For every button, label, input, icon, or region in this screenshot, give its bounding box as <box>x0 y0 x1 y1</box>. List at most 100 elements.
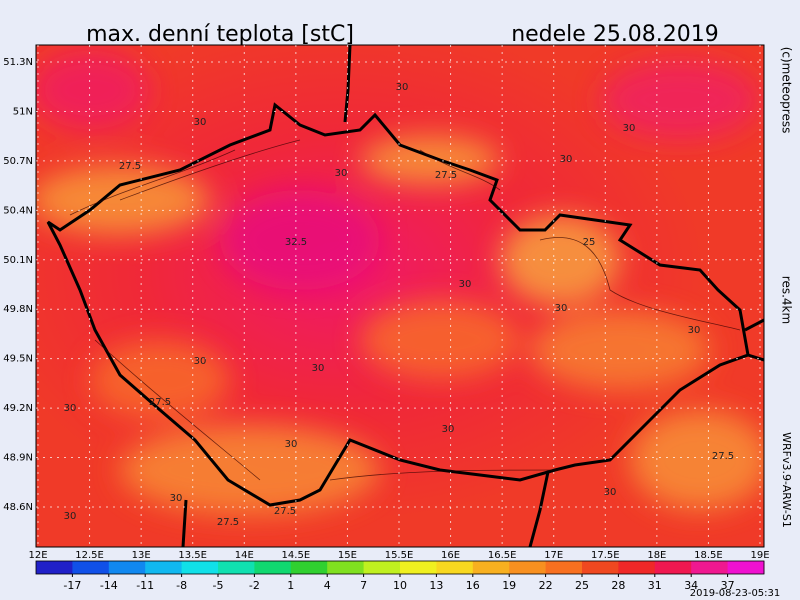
colorbar-swatch <box>654 561 692 574</box>
contour-label: 30 <box>604 487 617 498</box>
resolution: res.4km <box>780 276 794 324</box>
issued-time: 2019-08-23-05:31 <box>690 588 781 599</box>
contour-label: 30 <box>194 356 207 367</box>
contour-label: 27.5 <box>149 397 171 408</box>
contour-label: 30 <box>285 439 298 450</box>
colorbar-label: -8 <box>176 579 187 592</box>
colorbar-label: -2 <box>249 579 260 592</box>
colorbar-label: 13 <box>429 579 443 592</box>
lat-label: 49.2N <box>3 403 33 414</box>
contour-label: 30 <box>170 493 183 504</box>
colorbar-label: 7 <box>360 579 367 592</box>
contour-label: 30 <box>442 424 455 435</box>
contour-label: 30 <box>64 403 77 414</box>
lat-label: 48.6N <box>3 502 33 513</box>
contour-label: 30 <box>194 117 207 128</box>
colorbar-label: 16 <box>466 579 480 592</box>
copyright: (c)meteopress <box>780 47 794 134</box>
contour-label: 30 <box>459 279 472 290</box>
colorbar-swatch <box>363 561 401 574</box>
lon-label: 17E <box>544 550 563 561</box>
colorbar-swatch <box>472 561 510 574</box>
colorbar-swatch <box>400 561 437 574</box>
lat-label: 51N <box>13 106 33 117</box>
colorbar-swatch <box>108 561 146 574</box>
lon-label: 16E <box>441 550 460 561</box>
lon-label: 12.5E <box>75 550 104 561</box>
colorbar-swatch <box>181 561 219 574</box>
contour-label: 32.5 <box>285 237 307 248</box>
lat-label: 51.3N <box>3 57 33 68</box>
neighbor-border <box>181 45 764 547</box>
colorbar-swatch <box>72 561 110 574</box>
lon-label: 14E <box>235 550 254 561</box>
colorbar-label: -5 <box>213 579 224 592</box>
country-border <box>46 102 750 507</box>
colorbar-label: 19 <box>502 579 516 592</box>
contour-label: 30 <box>312 363 325 374</box>
colorbar-label: -17 <box>63 579 81 592</box>
contour-label: 30 <box>560 154 573 165</box>
colorbar-swatch <box>36 561 73 574</box>
contour-label: 30 <box>688 325 701 336</box>
contour-label: 27.5 <box>274 506 296 517</box>
lat-label: 49.5N <box>3 354 33 365</box>
lon-label: 13.5E <box>178 550 207 561</box>
contour-label: 27.5 <box>712 451 734 462</box>
lon-label: 13E <box>132 550 151 561</box>
lon-label: 15.5E <box>385 550 414 561</box>
colorbar-label: 1 <box>287 579 294 592</box>
colorbar-swatch <box>545 561 583 574</box>
contour-label: 27.5 <box>435 170 457 181</box>
contour-label: 30 <box>555 303 568 314</box>
lat-label: 50.7N <box>3 156 33 167</box>
contour-label: 27.5 <box>119 161 141 172</box>
colorbar-swatch <box>582 561 619 574</box>
colorbar-label: -11 <box>136 579 154 592</box>
colorbar-swatch <box>436 561 474 574</box>
lon-label: 15E <box>338 550 357 561</box>
colorbar-swatch <box>509 561 547 574</box>
lat-label: 48.9N <box>3 453 33 464</box>
colorbar-label: 37 <box>721 579 735 592</box>
contour-label: 27.5 <box>217 517 239 528</box>
contour-label: 30 <box>396 82 409 93</box>
lon-label: 19E <box>750 550 769 561</box>
lon-label: 14.5E <box>282 550 311 561</box>
lat-label: 50.1N <box>3 255 33 266</box>
lon-label: 18E <box>647 550 666 561</box>
colorbar-label: 22 <box>539 579 553 592</box>
contour-label: 30 <box>64 511 77 522</box>
colorbar-label: 34 <box>684 579 698 592</box>
map-date: nedele 25.08.2019 <box>511 22 719 47</box>
field-warm-cool-areas <box>36 50 764 515</box>
colorbar-label: 10 <box>393 579 407 592</box>
colorbar-swatch <box>327 561 365 574</box>
colorbar-swatch <box>618 561 656 574</box>
colorbar-swatch <box>254 561 292 574</box>
map-title: max. denní teplota [stC] <box>86 22 354 47</box>
colorbar-swatch <box>290 561 328 574</box>
lon-label: 17.5E <box>591 550 620 561</box>
plot-frame <box>35 44 765 548</box>
colorbar-swatch <box>727 561 765 574</box>
contour-line <box>69 139 741 481</box>
contour-label: 25 <box>583 237 596 248</box>
contour-label: 30 <box>623 123 636 134</box>
lon-label: 18.5E <box>694 550 723 561</box>
colorbar-label: 31 <box>648 579 662 592</box>
colorbar-swatch <box>145 561 183 574</box>
lat-label: 50.4N <box>3 205 33 216</box>
colorbar-label: 25 <box>575 579 589 592</box>
colorbar-swatch <box>691 561 729 574</box>
colorbar-label: -14 <box>100 579 118 592</box>
lon-label: 12E <box>28 550 47 561</box>
colorbar-label: 28 <box>611 579 625 592</box>
colorbar-label: 4 <box>324 579 331 592</box>
model-name: WRFv3.9-ARW-S1 <box>780 432 793 528</box>
contour-label: 30 <box>335 168 348 179</box>
lat-label: 49.8N <box>3 304 33 315</box>
temperature-field <box>36 45 764 547</box>
lon-label: 16.5E <box>488 550 517 561</box>
